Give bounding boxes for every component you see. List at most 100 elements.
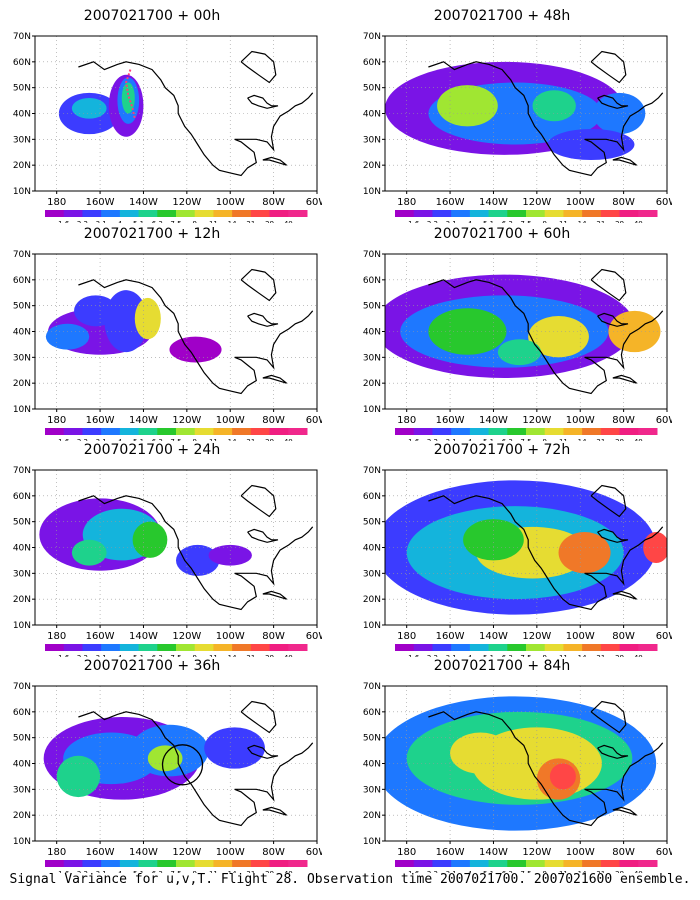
coastline (262, 590, 287, 600)
colorbar-swatch (488, 860, 508, 867)
y-tick-label: 60N (13, 492, 31, 502)
coastline (612, 806, 637, 816)
colorbar-label: 29 (265, 870, 274, 873)
x-tick-label: 140W (129, 415, 158, 426)
colorbar-swatch (269, 860, 289, 867)
colorbar-swatch (526, 210, 546, 217)
colorbar-label: 21 (246, 438, 255, 441)
colorbar-label: 29 (615, 870, 624, 873)
variance-field (385, 254, 667, 409)
x-tick-label: 140W (129, 847, 158, 858)
colorbar-swatch (395, 644, 415, 651)
colorbar-swatch (507, 860, 527, 867)
chart-title: 2007021700 + 48h (433, 8, 571, 24)
y-tick-label: 70N (13, 682, 31, 692)
colorbar-swatch (63, 210, 83, 217)
y-tick-label: 10N (13, 621, 31, 631)
colorbar-swatch (507, 644, 527, 651)
y-tick-label: 70N (13, 32, 31, 42)
x-tick-label: 60W (306, 631, 322, 642)
colorbar-label: 5.1 (483, 654, 494, 657)
colorbar-swatch (288, 644, 308, 651)
chart-panel: 2007021700 + 24h 10N 20N 30N 40N 50N 60N 70N 180… (2, 442, 322, 657)
chart-title: 2007021700 + 36h (83, 658, 221, 674)
variance-contour (45, 323, 90, 350)
colorbar-swatch (213, 644, 233, 651)
colorbar-swatch (101, 428, 121, 435)
coastline (428, 711, 664, 827)
x-tick-label: 180 (47, 847, 66, 858)
variance-field (35, 470, 317, 625)
coastline (78, 279, 314, 395)
x-tick-label: 140W (129, 631, 158, 642)
y-tick-label: 10N (13, 837, 31, 847)
chart-title: 2007021700 + 00h (83, 8, 221, 24)
colorbar-swatch (194, 210, 214, 217)
colorbar-label: 9 (542, 220, 546, 223)
colorbar-label: 9 (192, 220, 196, 223)
colorbar-label: 21 (246, 870, 255, 873)
x-tick-label: 120W (522, 847, 551, 858)
colorbar-swatch (45, 428, 65, 435)
x-tick-label: 60W (306, 197, 322, 208)
map-plot: 10N 20N 30N 40N 50N 60N 70N 180 160W 140W 120W 100W… (363, 682, 672, 873)
colorbar-label: 21 (596, 870, 605, 873)
y-tick-label: 70N (363, 250, 381, 260)
colorbar-label: 2.2 (427, 654, 438, 657)
variance-contour (593, 92, 646, 135)
y-tick-label: 30N (363, 785, 381, 795)
y-tick-label: 60N (363, 492, 381, 502)
variance-contour (547, 129, 635, 160)
colorbar-label: 29 (265, 438, 274, 441)
colorbar-swatch (213, 428, 233, 435)
colorbar-label: 29 (265, 220, 274, 223)
colorbar-swatch (63, 428, 83, 435)
colorbar-label: 9 (542, 654, 546, 657)
coastline (612, 590, 637, 600)
colorbar-label: 9 (542, 438, 546, 441)
x-tick-label: 100W (216, 847, 245, 858)
colorbar-swatch (544, 428, 564, 435)
y-tick-label: 20N (13, 595, 31, 605)
y-tick-label: 30N (13, 135, 31, 145)
x-tick-label: 140W (129, 197, 158, 208)
colorbar-label: 14 (578, 438, 587, 441)
colorbar-swatch (582, 210, 602, 217)
figure-caption: Signal Variance for u,v,T. Flight 28. Ob… (9, 872, 691, 887)
colorbar-swatch (395, 428, 415, 435)
colorbar-label: 11 (209, 654, 218, 657)
colorbar-swatch (232, 644, 252, 651)
colorbar-swatch (157, 644, 177, 651)
colorbar-label: 5.1 (483, 220, 494, 223)
variance-contour (71, 539, 107, 566)
colorbar-swatch (413, 644, 433, 651)
colorbar-label: 6.3 (152, 438, 163, 441)
colorbar-label: 7.5 (170, 654, 181, 657)
x-tick-label: 180 (397, 197, 416, 208)
colorbar-label: 9 (192, 654, 196, 657)
colorbar-swatch (119, 644, 140, 651)
map-plot: 10N 20N 30N 40N 50N 60N 70N 180 160W 140W 120W 100W… (13, 466, 322, 657)
colorbar-label: 7.5 (170, 438, 181, 441)
colorbar-swatch (638, 860, 658, 867)
colorbar-label: 11 (209, 438, 218, 441)
variance-contour (643, 532, 667, 563)
colorbar-swatch (619, 428, 639, 435)
y-tick-label: 10N (363, 837, 381, 847)
y-tick-label: 20N (363, 379, 381, 389)
coastline (612, 374, 637, 384)
chart-panel: 2007021700 + 36h 10N 20N 30N 40N 50N 60N 70N 180… (2, 658, 322, 873)
colorbar-label: 2.2 (427, 870, 438, 873)
colorbar-label: 11 (559, 870, 568, 873)
variance-contour (147, 745, 183, 772)
y-tick-label: 40N (13, 760, 31, 770)
map-plot: 10N 20N 30N 40N 50N 60N 70N 180 160W 140W 120W 100W… (13, 32, 322, 223)
y-tick-label: 50N (13, 302, 31, 312)
colorbar-label: 4 (118, 654, 123, 657)
colorbar-label: 7.5 (520, 870, 531, 873)
colorbar-label: 2.2 (77, 870, 88, 873)
colorbar-label: 7.5 (170, 220, 181, 223)
variance-contour (558, 532, 611, 574)
x-tick-label: 180 (47, 197, 66, 208)
coastline (590, 484, 627, 518)
